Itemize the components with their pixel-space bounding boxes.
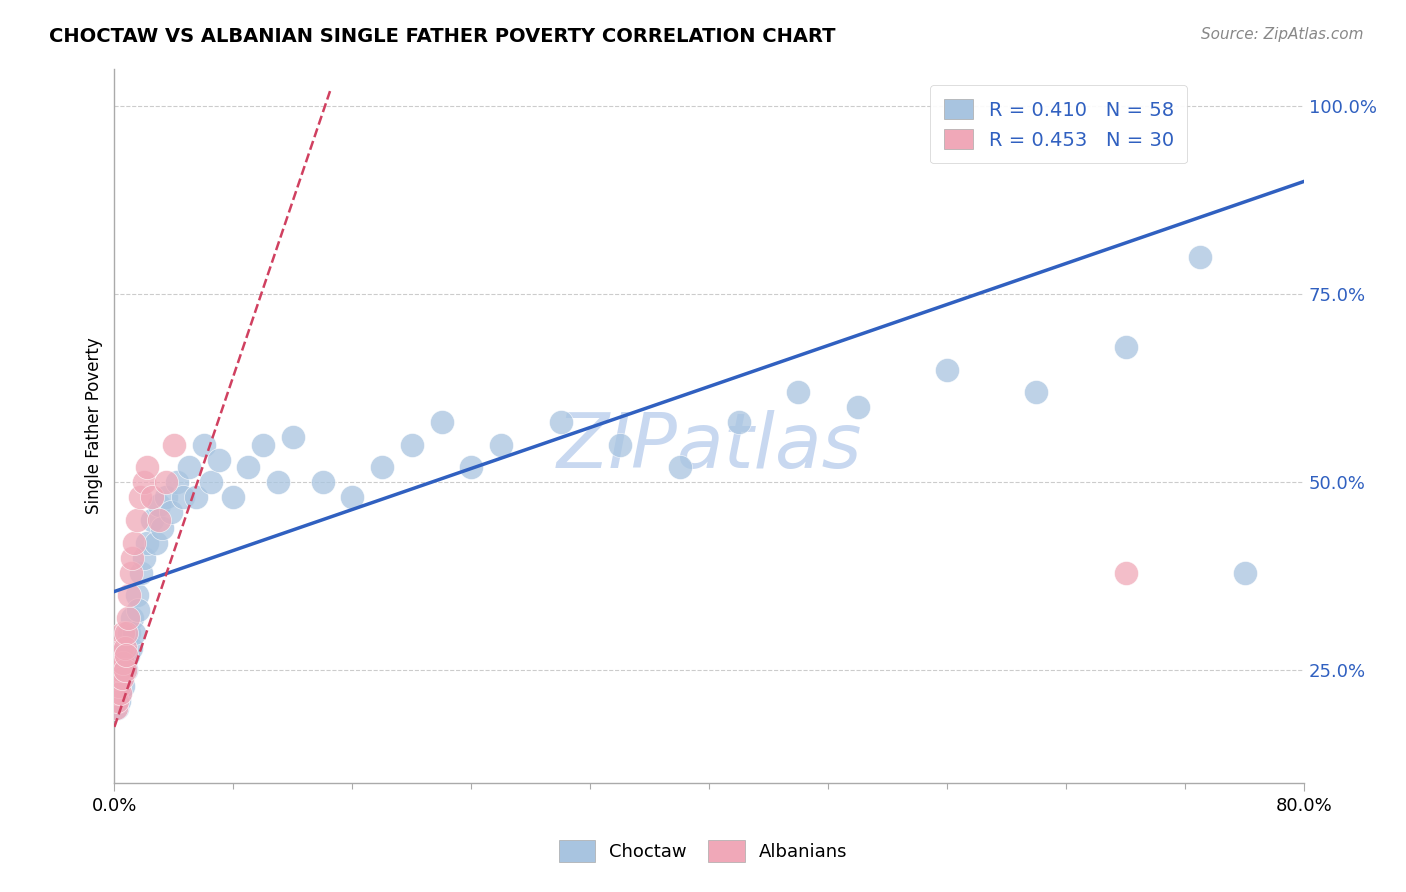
Point bbox=[155, 475, 177, 490]
Point bbox=[1025, 385, 1047, 400]
Point bbox=[668, 460, 690, 475]
Point bbox=[105, 671, 128, 685]
Point bbox=[148, 513, 170, 527]
Point bbox=[163, 438, 186, 452]
Point bbox=[136, 535, 159, 549]
Point bbox=[110, 686, 132, 700]
Point bbox=[1115, 340, 1137, 354]
Point bbox=[118, 588, 141, 602]
Point bbox=[136, 460, 159, 475]
Point bbox=[121, 611, 143, 625]
Point bbox=[105, 693, 128, 707]
Point bbox=[787, 385, 810, 400]
Point bbox=[128, 491, 150, 505]
Point bbox=[728, 415, 751, 429]
Point bbox=[114, 640, 136, 655]
Point bbox=[114, 664, 136, 678]
Point bbox=[145, 535, 167, 549]
Point bbox=[110, 664, 132, 678]
Point bbox=[207, 452, 229, 467]
Point bbox=[1188, 250, 1211, 264]
Point bbox=[112, 625, 135, 640]
Point bbox=[111, 640, 134, 655]
Point bbox=[125, 513, 148, 527]
Point bbox=[117, 611, 139, 625]
Legend: Choctaw, Albanians: Choctaw, Albanians bbox=[551, 833, 855, 870]
Point bbox=[222, 491, 245, 505]
Point bbox=[193, 438, 215, 452]
Point bbox=[1233, 566, 1256, 580]
Y-axis label: Single Father Poverty: Single Father Poverty bbox=[86, 337, 103, 515]
Point bbox=[401, 438, 423, 452]
Point bbox=[141, 491, 163, 505]
Point bbox=[177, 460, 200, 475]
Point bbox=[114, 640, 136, 655]
Point bbox=[104, 686, 127, 700]
Point bbox=[120, 566, 142, 580]
Point bbox=[172, 491, 194, 505]
Point bbox=[105, 671, 128, 685]
Point bbox=[200, 475, 222, 490]
Point bbox=[111, 671, 134, 685]
Point bbox=[111, 671, 134, 685]
Point bbox=[108, 679, 131, 693]
Point bbox=[489, 438, 512, 452]
Point bbox=[105, 701, 128, 715]
Point bbox=[267, 475, 290, 490]
Point bbox=[150, 520, 173, 534]
Point bbox=[129, 566, 152, 580]
Point bbox=[108, 693, 131, 707]
Point bbox=[134, 550, 156, 565]
Point bbox=[371, 460, 394, 475]
Text: Source: ZipAtlas.com: Source: ZipAtlas.com bbox=[1201, 27, 1364, 42]
Point bbox=[104, 701, 127, 715]
Text: ZIPatlas: ZIPatlas bbox=[557, 410, 862, 484]
Point bbox=[430, 415, 453, 429]
Point bbox=[121, 550, 143, 565]
Point bbox=[104, 686, 127, 700]
Point bbox=[186, 491, 208, 505]
Point bbox=[550, 415, 572, 429]
Point bbox=[115, 625, 138, 640]
Point bbox=[166, 475, 188, 490]
Point bbox=[108, 679, 131, 693]
Point bbox=[120, 640, 142, 655]
Point bbox=[115, 648, 138, 663]
Point bbox=[1115, 566, 1137, 580]
Point bbox=[125, 588, 148, 602]
Point bbox=[155, 491, 177, 505]
Point bbox=[281, 430, 304, 444]
Point bbox=[134, 475, 156, 490]
Point bbox=[609, 438, 631, 452]
Point bbox=[110, 686, 132, 700]
Point bbox=[115, 664, 138, 678]
Point bbox=[141, 513, 163, 527]
Point bbox=[160, 506, 183, 520]
Point bbox=[114, 656, 136, 670]
Point bbox=[112, 679, 135, 693]
Point bbox=[311, 475, 333, 490]
Point bbox=[936, 362, 959, 376]
Point bbox=[118, 625, 141, 640]
Point bbox=[112, 656, 135, 670]
Point bbox=[122, 625, 145, 640]
Text: CHOCTAW VS ALBANIAN SINGLE FATHER POVERTY CORRELATION CHART: CHOCTAW VS ALBANIAN SINGLE FATHER POVERT… bbox=[49, 27, 835, 45]
Point bbox=[238, 460, 260, 475]
Point bbox=[127, 603, 149, 617]
Point bbox=[846, 400, 869, 414]
Point bbox=[110, 664, 132, 678]
Point bbox=[108, 656, 131, 670]
Point bbox=[342, 491, 364, 505]
Point bbox=[148, 498, 170, 512]
Point bbox=[122, 535, 145, 549]
Point bbox=[117, 648, 139, 663]
Legend: R = 0.410   N = 58, R = 0.453   N = 30: R = 0.410 N = 58, R = 0.453 N = 30 bbox=[931, 86, 1187, 163]
Point bbox=[460, 460, 482, 475]
Point bbox=[252, 438, 274, 452]
